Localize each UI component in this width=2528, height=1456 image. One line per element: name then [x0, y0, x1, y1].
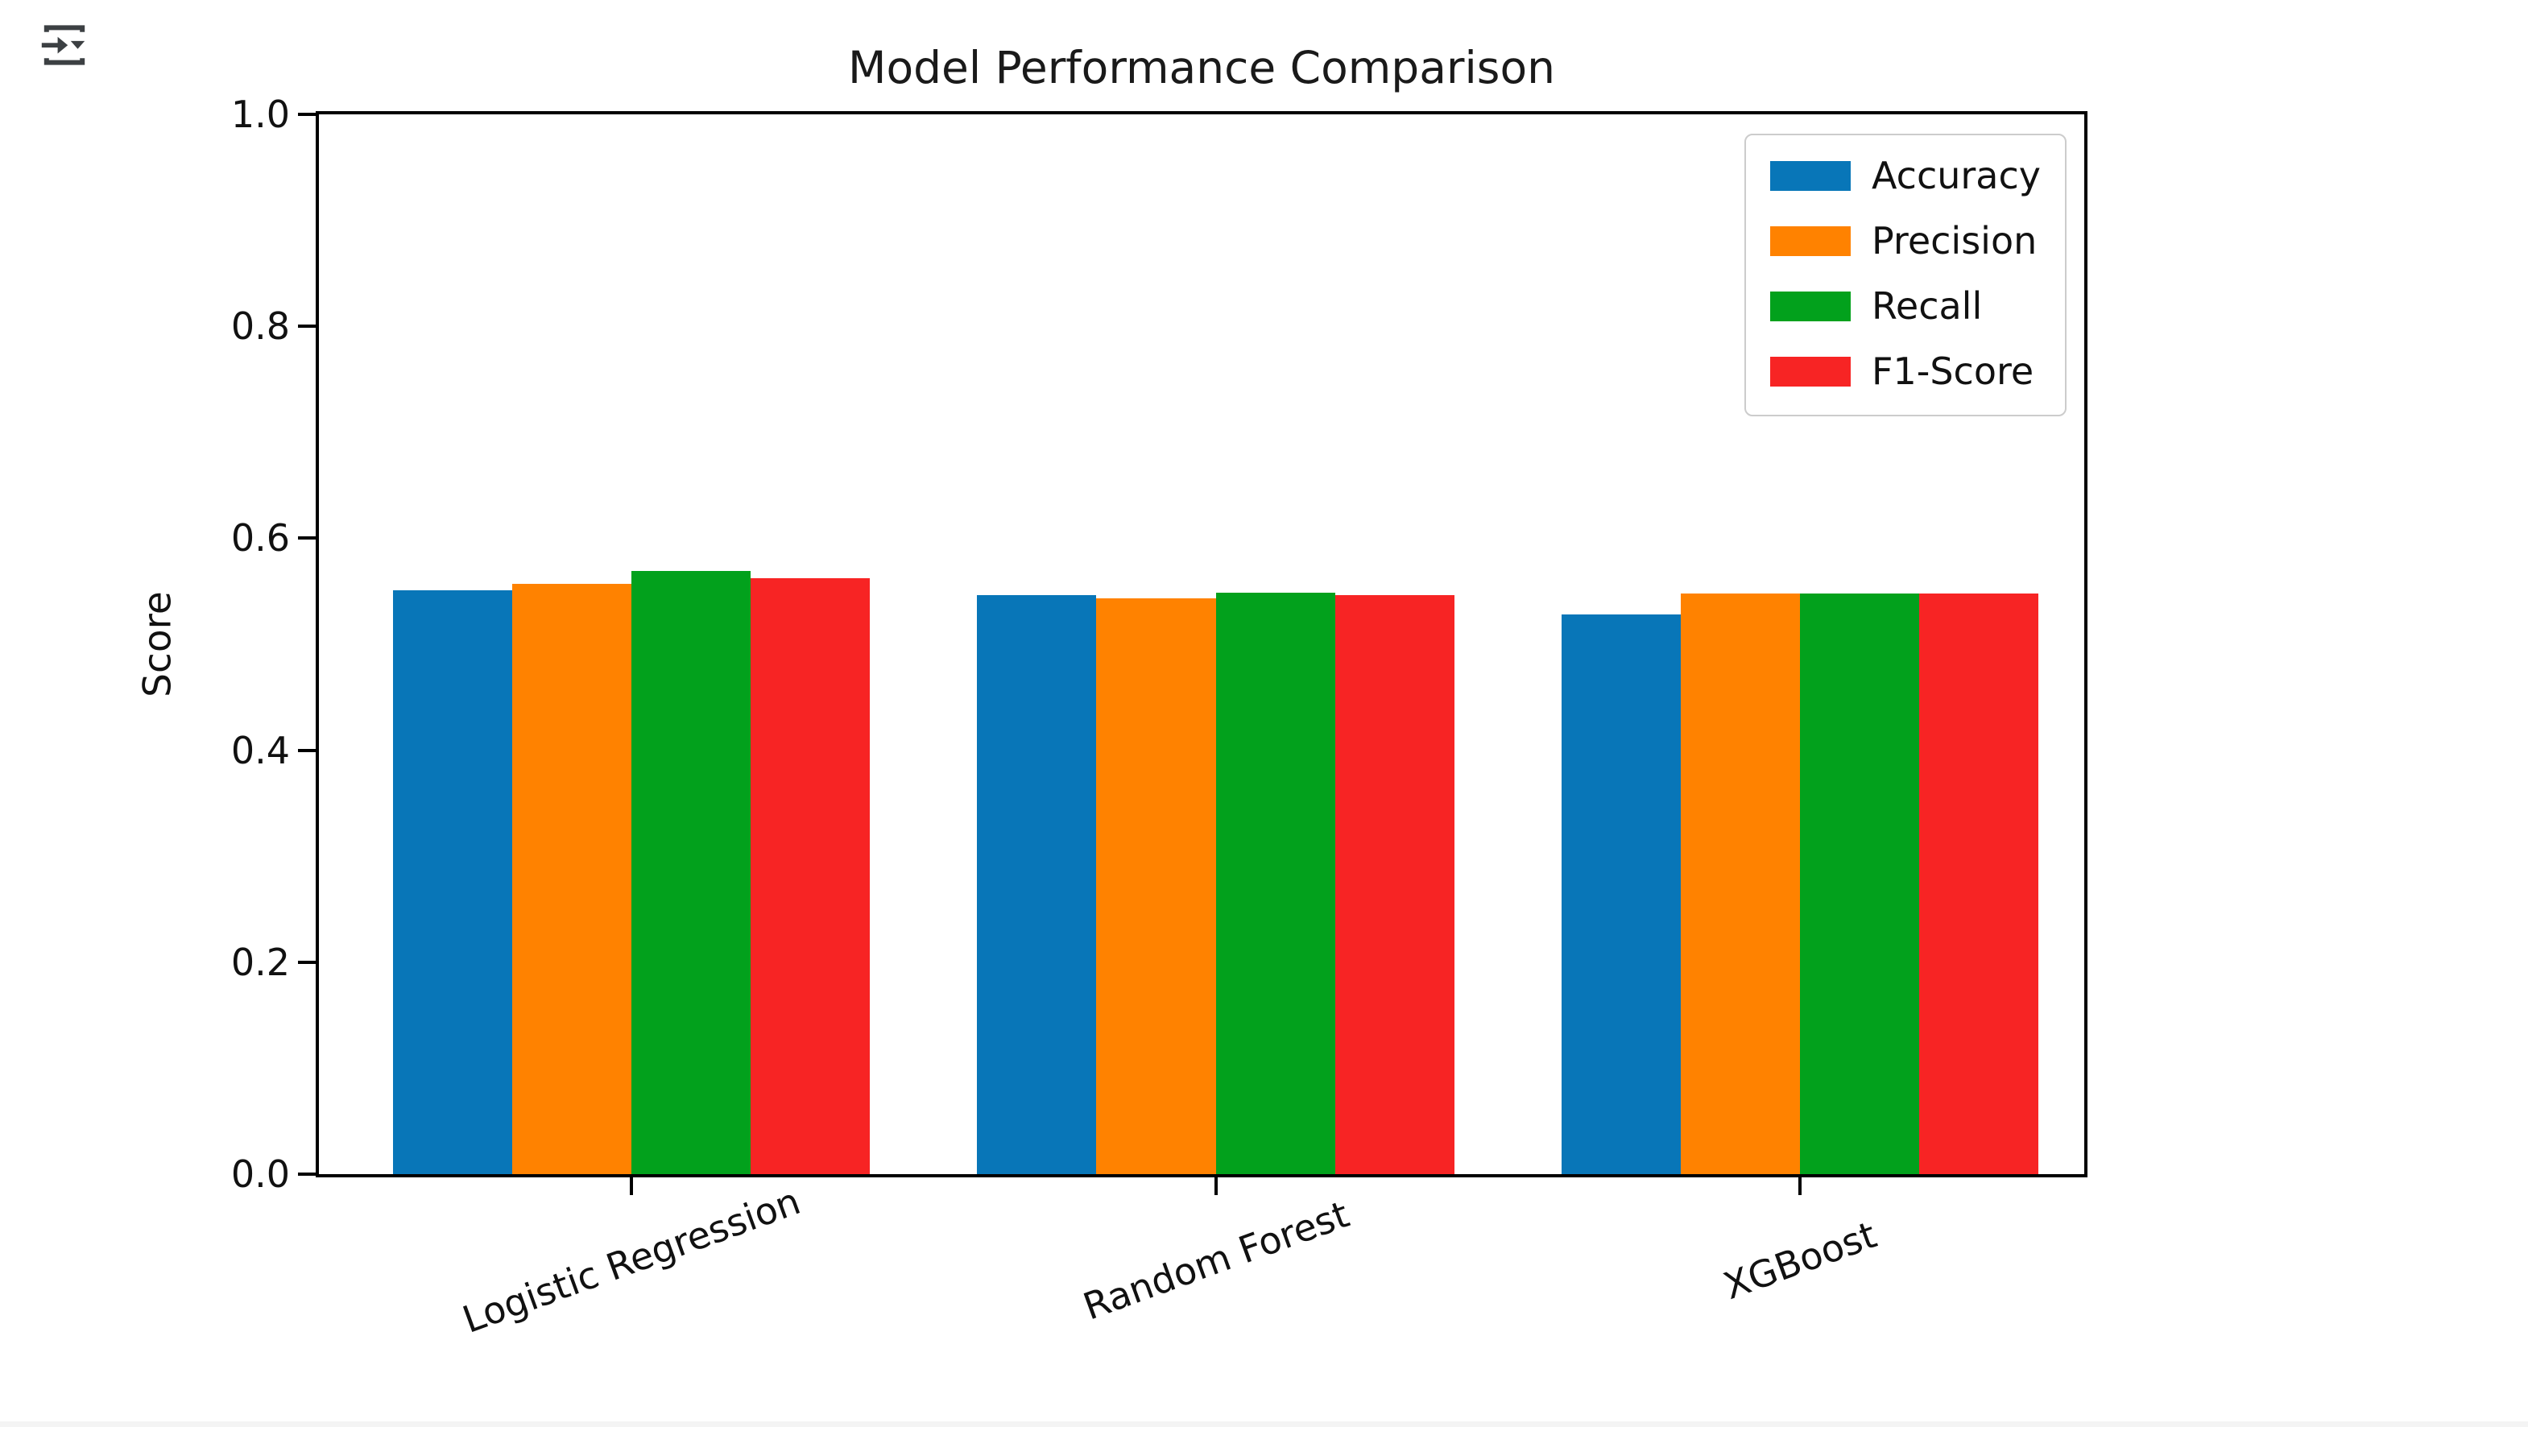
legend-swatch-precision [1770, 225, 1851, 256]
legend-item-f1-score: F1-Score [1770, 352, 2042, 391]
y-tick-mark [298, 536, 316, 540]
bottom-divider [0, 1421, 2528, 1427]
y-tick-label: 0.4 [230, 728, 290, 772]
bar-accuracy-logistic-regression [392, 589, 512, 1174]
y-tick-label: 0.8 [230, 304, 290, 349]
y-tick-label: 0.0 [230, 1152, 290, 1196]
x-tick-mark [1214, 1177, 1218, 1195]
bar-precision-xgboost [1680, 593, 1801, 1174]
x-tick-label-xgboost: XGBoost [1718, 1212, 1882, 1309]
insert-output-dropdown-icon [41, 25, 85, 65]
bar-f1-score-xgboost [1919, 593, 2039, 1174]
y-tick-mark [298, 325, 316, 329]
y-tick-mark [298, 113, 316, 116]
bar-precision-logistic-regression [511, 584, 631, 1174]
legend-swatch-f1-score [1770, 356, 1851, 387]
legend-item-accuracy: Accuracy [1770, 156, 2042, 195]
y-axis-label: Score [135, 591, 180, 697]
bar-accuracy-random-forest [977, 595, 1097, 1174]
x-tick-mark [629, 1177, 633, 1195]
legend-label: Accuracy [1872, 154, 2042, 197]
x-tick-label-random-forest: Random Forest [1077, 1192, 1355, 1329]
y-tick-mark [298, 960, 316, 964]
legend: Accuracy Precision Recall F1-Score [1744, 134, 2067, 416]
y-tick-label: 0.2 [230, 940, 290, 984]
x-tick-label-logistic-regression: Logistic Regression [457, 1179, 806, 1342]
bar-accuracy-xgboost [1561, 614, 1681, 1174]
y-tick-label: 1.0 [230, 93, 290, 136]
bar-f1-score-random-forest [1334, 595, 1454, 1174]
plot-area: Accuracy Precision Recall F1-Score [316, 111, 2087, 1177]
bar-recall-random-forest [1215, 592, 1335, 1174]
legend-swatch-accuracy [1770, 160, 1851, 191]
bar-recall-logistic-regression [631, 571, 751, 1174]
bar-precision-random-forest [1096, 598, 1216, 1174]
legend-label: Precision [1872, 219, 2038, 263]
legend-label: F1-Score [1872, 350, 2034, 393]
y-tick-label: 0.6 [230, 516, 290, 560]
chart-title: Model Performance Comparison [848, 42, 1555, 93]
bar-recall-xgboost [1800, 593, 1920, 1174]
legend-swatch-recall [1770, 291, 1851, 321]
y-tick-mark [298, 1173, 316, 1176]
y-tick-mark [298, 748, 316, 752]
insert-output-dropdown-button[interactable] [34, 14, 95, 76]
legend-item-precision: Precision [1770, 221, 2042, 260]
legend-label: Recall [1872, 284, 1983, 328]
legend-item-recall: Recall [1770, 287, 2042, 325]
figure: Model Performance Comparison Score Accur… [135, 42, 2087, 1342]
bar-f1-score-logistic-regression [751, 578, 871, 1174]
x-tick-mark [1798, 1177, 1802, 1195]
